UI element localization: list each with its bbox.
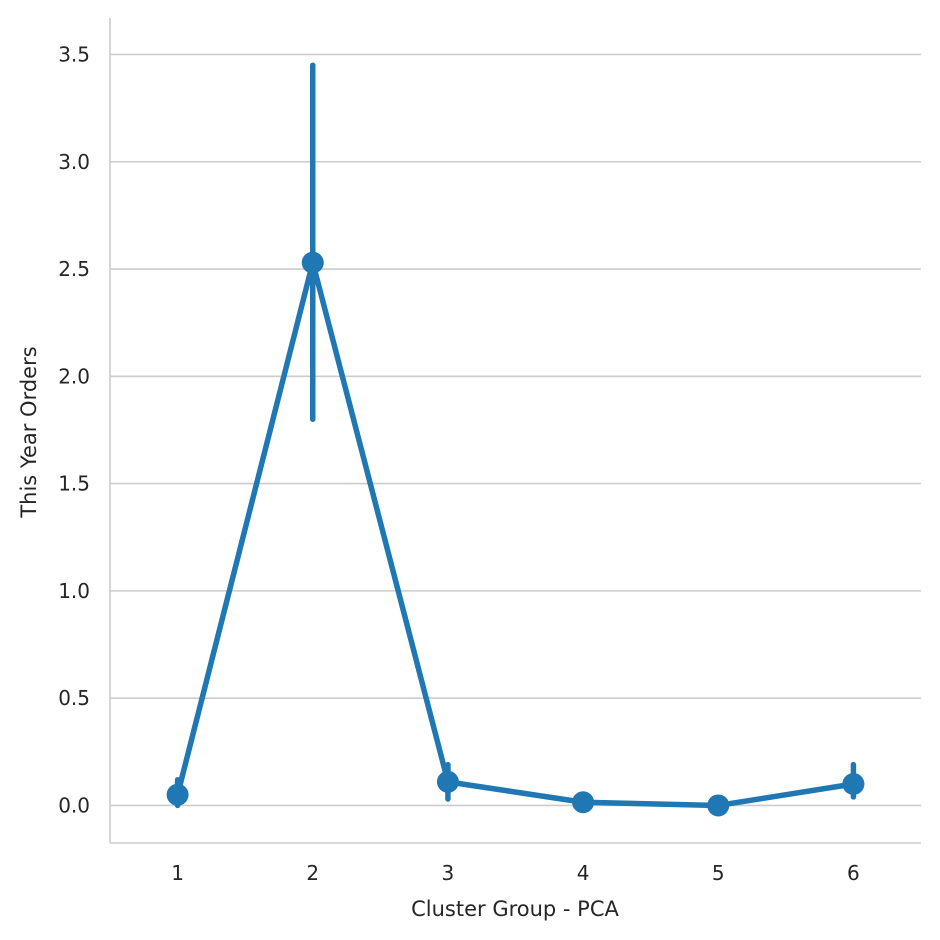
x-tick-label: 3 bbox=[442, 861, 455, 885]
x-axis-label: Cluster Group - PCA bbox=[411, 897, 619, 921]
data-point bbox=[842, 772, 865, 795]
y-tick-label: 0.0 bbox=[58, 793, 90, 817]
error-bars bbox=[174, 62, 857, 809]
x-tick-label: 6 bbox=[847, 861, 860, 885]
data-point bbox=[707, 794, 730, 817]
gridlines bbox=[110, 53, 921, 807]
y-tick-label: 3.5 bbox=[58, 42, 90, 66]
axes bbox=[109, 18, 921, 844]
y-tick-label: 0.5 bbox=[58, 686, 90, 710]
y-tick-label: 1.0 bbox=[58, 579, 90, 603]
y-axis-label: This Year Orders bbox=[17, 346, 41, 518]
data-point bbox=[436, 770, 459, 793]
x-tick-label: 4 bbox=[577, 861, 590, 885]
x-tick-label: 1 bbox=[171, 861, 184, 885]
series-line bbox=[174, 259, 857, 809]
data-point bbox=[301, 251, 324, 274]
y-tick-label: 2.5 bbox=[58, 257, 90, 281]
x-tick-label: 2 bbox=[306, 861, 319, 885]
data-point bbox=[572, 791, 595, 814]
y-tick-label: 1.5 bbox=[58, 472, 90, 496]
series-line-layer bbox=[174, 259, 857, 809]
x-tick-labels: 1 2 3 4 5 6 bbox=[171, 861, 860, 885]
data-points bbox=[166, 251, 865, 817]
y-tick-labels: 0.0 0.5 1.0 1.5 2.0 2.5 3.0 3.5 bbox=[58, 42, 90, 817]
data-point bbox=[166, 783, 189, 806]
y-tick-label: 3.0 bbox=[58, 150, 90, 174]
y-tick-label: 2.0 bbox=[58, 364, 90, 388]
x-tick-label: 5 bbox=[712, 861, 725, 885]
